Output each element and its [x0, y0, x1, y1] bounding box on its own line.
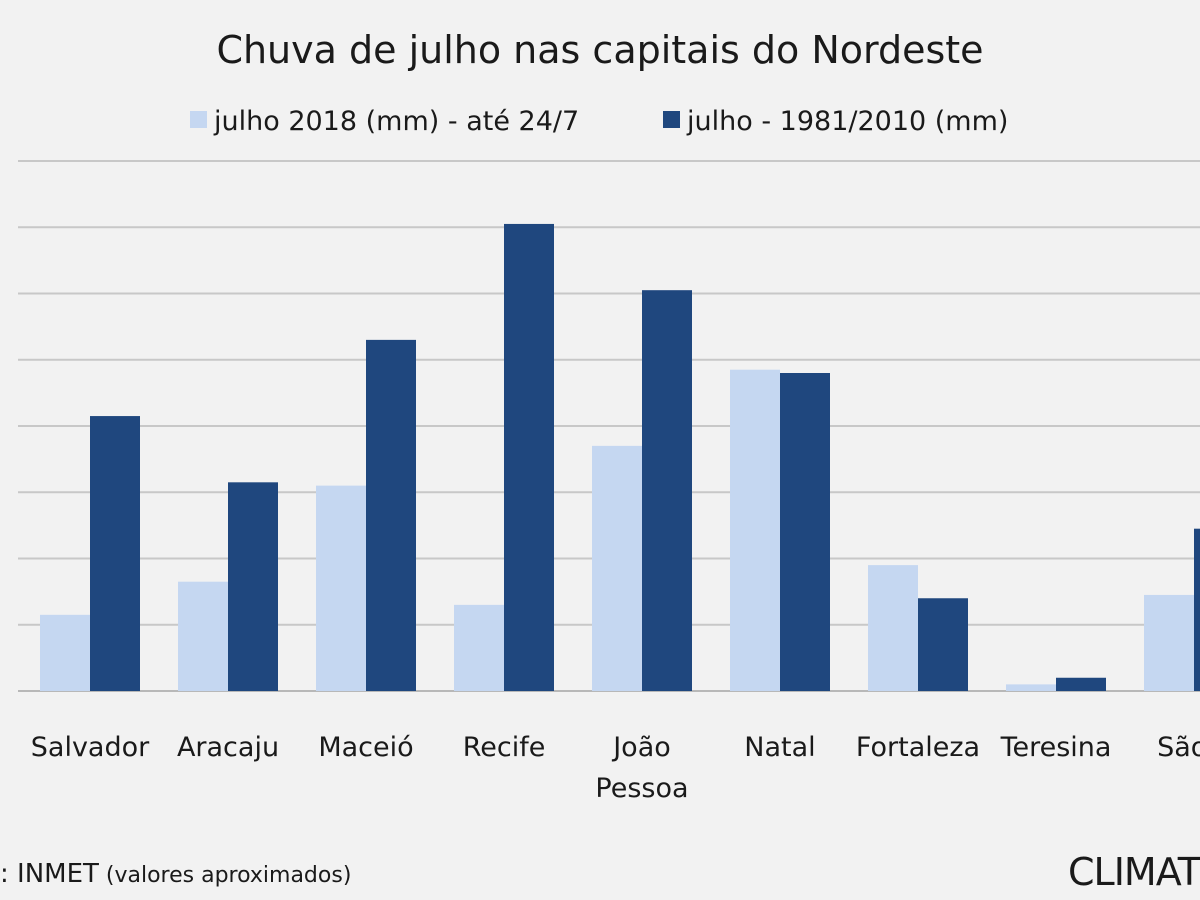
category-label: Natal [744, 732, 815, 763]
bar-normal-aracaju [228, 482, 278, 691]
category-label: Salvador [31, 732, 150, 763]
category-label: Maceió [318, 732, 413, 763]
bar-normal-recife [504, 223, 554, 691]
legend-swatch-2018 [190, 111, 207, 128]
legend: julho 2018 (mm) - até 24/7 julho - 1981/… [190, 106, 1008, 137]
legend-label-2018: julho 2018 (mm) - até 24/7 [213, 106, 579, 137]
bar-2018-recife [454, 604, 504, 691]
bar-normal-fortaleza [918, 598, 968, 691]
bar-normal-são-luís [1194, 528, 1200, 691]
bar-normal-natal [780, 373, 830, 691]
footer-source: : INMET (valores aproximados) [0, 859, 351, 889]
category-label: Pessoa [595, 773, 688, 804]
bar-2018-maceió [316, 485, 366, 691]
category-label: Recife [463, 732, 546, 763]
legend-label-normal: julho - 1981/2010 (mm) [686, 106, 1008, 137]
bar-2018-natal [730, 369, 780, 691]
legend-swatch-normal [663, 111, 680, 128]
bar-normal-maceió [366, 339, 416, 691]
chart-title: Chuva de julho nas capitais do Nordeste [216, 28, 983, 72]
bar-2018-teresina [1006, 684, 1056, 691]
category-label: João [611, 732, 671, 763]
bar-normal-salvador [90, 416, 140, 691]
bar-normal-joão-pessoa [642, 290, 692, 691]
category-label: São L [1157, 732, 1200, 763]
bar-normal-teresina [1056, 677, 1106, 691]
footer-source-note: (valores aproximados) [99, 863, 352, 888]
bar-2018-aracaju [178, 581, 228, 691]
footer-source-prefix: : INMET [0, 859, 99, 889]
bars [40, 223, 1200, 691]
bar-2018-joão-pessoa [592, 445, 642, 691]
category-label: Aracaju [177, 732, 279, 763]
bar-2018-salvador [40, 614, 90, 691]
brand-logo: CLIMATE [1068, 850, 1200, 894]
category-labels: Salvador Aracaju Maceió Recife João Pessoa Nat… [31, 732, 1200, 804]
footer: : INMET (valores aproximados) CLIMATE [0, 850, 1200, 894]
bar-2018-são-luís [1144, 594, 1194, 691]
category-label: Fortaleza [856, 732, 980, 763]
bar-2018-fortaleza [868, 565, 918, 691]
category-label: Teresina [1000, 732, 1112, 763]
